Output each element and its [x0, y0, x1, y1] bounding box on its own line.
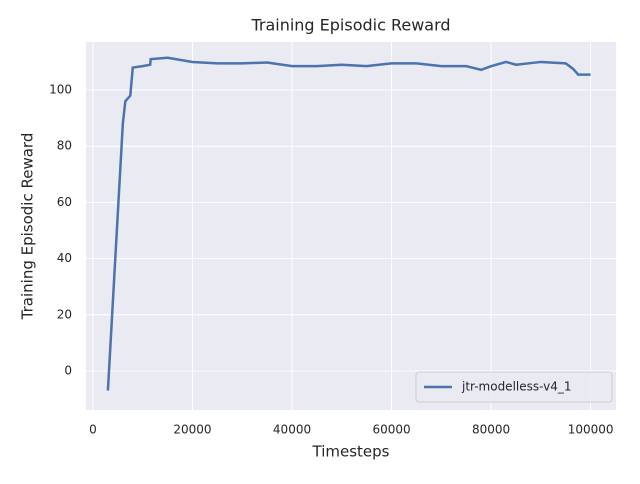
y-axis-label: Training Episodic Reward	[19, 133, 37, 321]
legend-box	[415, 371, 613, 403]
x-tick-label: 40000	[273, 423, 311, 437]
y-tick-label: 80	[57, 139, 72, 153]
x-tick-label: 100000	[568, 423, 614, 437]
legend-label: jtr-modelless-v4_1	[461, 380, 572, 394]
y-tick-label: 60	[57, 195, 72, 209]
y-tick-label: 40	[57, 251, 72, 265]
line-series	[106, 56, 591, 391]
x-tick-label: 0	[89, 423, 97, 437]
y-tick-label: 0	[64, 363, 72, 377]
chart-title: Training Episodic Reward	[250, 16, 450, 35]
plot-area	[86, 42, 616, 410]
y-tick-label: 20	[57, 307, 72, 321]
x-tick-label: 80000	[472, 423, 510, 437]
y-tick-label: 100	[49, 83, 72, 97]
x-axis-label: Timesteps	[312, 443, 390, 461]
x-tick-label: 20000	[173, 423, 211, 437]
x-tick-label: 60000	[372, 423, 410, 437]
